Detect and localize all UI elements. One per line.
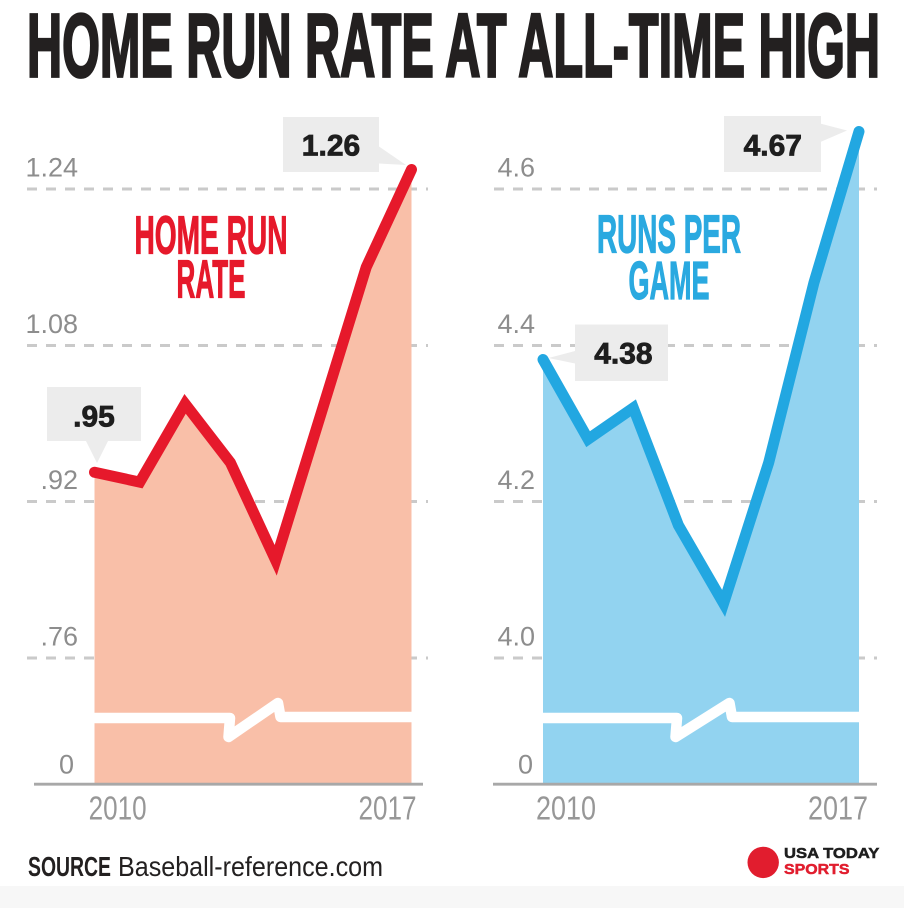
svg-text:Baseball-reference.com: Baseball-reference.com: [118, 851, 383, 882]
svg-text:4.2: 4.2: [497, 465, 535, 495]
svg-text:4.38: 4.38: [594, 338, 652, 371]
svg-text:2017: 2017: [808, 790, 868, 827]
svg-text:1.26: 1.26: [302, 130, 360, 163]
svg-text:USA TODAY: USA TODAY: [784, 845, 879, 862]
svg-text:.95: .95: [73, 401, 115, 434]
svg-text:2017: 2017: [359, 790, 417, 827]
svg-text:HOME RUN RATE AT ALL-TIME HIGH: HOME RUN RATE AT ALL-TIME HIGH: [27, 0, 880, 97]
svg-text:SOURCE: SOURCE: [28, 851, 111, 882]
svg-text:4.4: 4.4: [497, 309, 535, 339]
svg-text:4.0: 4.0: [497, 622, 535, 652]
svg-text:2010: 2010: [89, 790, 147, 827]
svg-text:HOME RUN: HOME RUN: [135, 206, 288, 266]
svg-text:0: 0: [518, 750, 533, 780]
svg-text:2010: 2010: [536, 790, 596, 827]
svg-text:SPORTS: SPORTS: [784, 861, 850, 878]
svg-text:1.08: 1.08: [25, 309, 78, 339]
svg-text:RATE: RATE: [177, 250, 246, 310]
svg-text:.76: .76: [40, 622, 78, 652]
svg-text:RUNS PER: RUNS PER: [597, 205, 741, 265]
svg-text:4.6: 4.6: [497, 153, 535, 183]
svg-text:4.67: 4.67: [744, 130, 802, 163]
svg-text:GAME: GAME: [629, 251, 710, 311]
svg-text:1.24: 1.24: [25, 153, 78, 183]
svg-text:.92: .92: [40, 465, 78, 495]
svg-text:0: 0: [59, 750, 74, 780]
